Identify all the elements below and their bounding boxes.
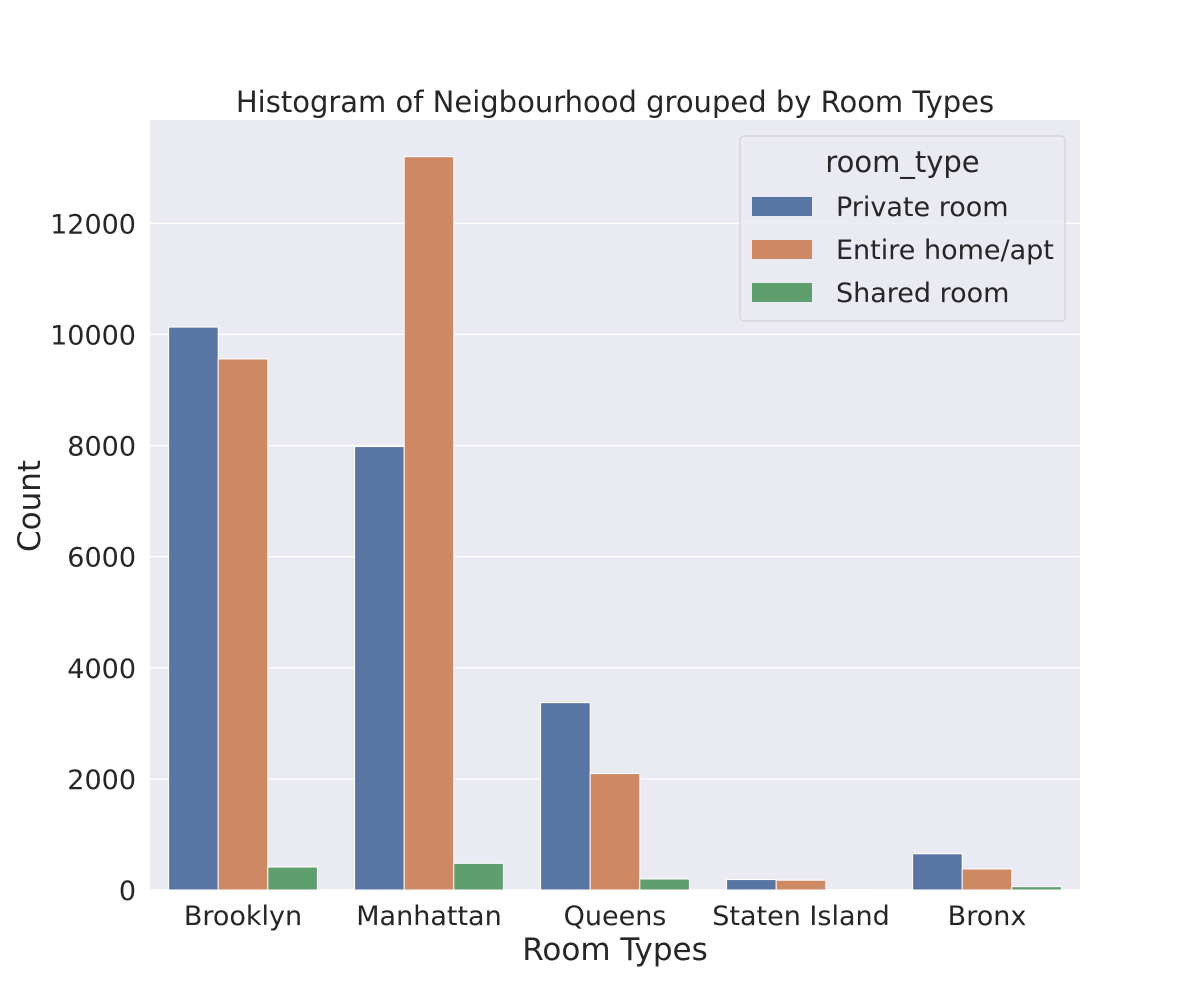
legend-frame: [739, 135, 1066, 322]
bar-queens-entire-home-apt: [589, 773, 641, 891]
y-tick-label: 2000: [67, 765, 136, 796]
x-tick-label: Queens: [564, 901, 667, 932]
x-tick-label: Manhattan: [356, 901, 501, 932]
legend-title: room_type: [825, 145, 979, 179]
bar-bronx-private-room: [912, 853, 963, 891]
legend-entry-label: Entire home/apt: [836, 235, 1054, 266]
x-tick-label: Brooklyn: [184, 901, 302, 932]
bars: [168, 156, 1062, 891]
bar-staten-island-entire-home-apt: [775, 879, 827, 891]
y-tick-label: 10000: [50, 320, 136, 351]
chart-title: Histogram of Neigbourhood grouped by Roo…: [236, 85, 994, 119]
y-tick-label: 0: [119, 876, 136, 907]
legend-swatch: [752, 283, 812, 302]
y-axis-ticks: 0 2000 4000 6000 8000 10000 12000: [50, 209, 136, 907]
bar-staten-island-shared-room: [825, 889, 876, 891]
bar-queens-private-room: [540, 702, 591, 891]
x-axis-ticks: Brooklyn Manhattan Queens Staten Island Bron…: [184, 901, 1026, 932]
y-tick-label: 12000: [50, 209, 136, 240]
legend-swatch: [752, 197, 812, 216]
bar-brooklyn-private-room: [168, 326, 219, 891]
bar-brooklyn-shared-room: [267, 866, 318, 891]
y-tick-label: 4000: [67, 654, 136, 685]
legend-entry-label: Private room: [836, 192, 1009, 223]
x-tick-label: Staten Island: [712, 901, 890, 932]
bar-bronx-shared-room: [1011, 886, 1062, 891]
y-axis-label: Count: [12, 460, 48, 552]
x-axis-label: Room Types: [522, 932, 708, 968]
bar-queens-shared-room: [639, 878, 690, 891]
x-tick-label: Bronx: [948, 901, 1027, 932]
bar-manhattan-private-room: [354, 446, 405, 891]
legend-entry-label: Shared room: [836, 278, 1009, 309]
y-tick-label: 8000: [67, 432, 136, 463]
bar-brooklyn-entire-home-apt: [217, 358, 269, 891]
bar-manhattan-shared-room: [453, 862, 504, 891]
legend-swatch: [752, 240, 812, 259]
bar-manhattan-entire-home-apt: [403, 156, 455, 891]
y-tick-label: 6000: [67, 543, 136, 574]
legend: room_type Private room Entire home/apt Shar…: [739, 135, 1066, 322]
bar-staten-island-private-room: [726, 879, 777, 891]
bar-bronx-entire-home-apt: [961, 868, 1013, 891]
